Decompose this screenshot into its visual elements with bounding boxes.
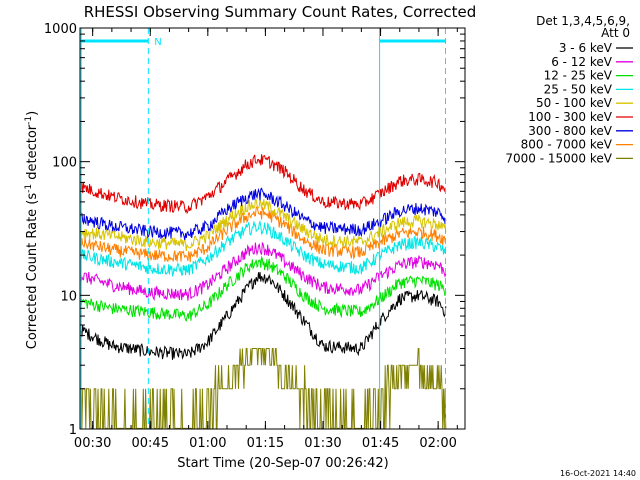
series-1 (80, 271, 447, 360)
y-tick-label-4: 1000 (44, 22, 77, 37)
series-line-2 (80, 241, 447, 302)
y-tick-label-2: 10 (60, 289, 77, 304)
series-8 (80, 205, 447, 263)
x-tick-label-7: 02:00 (419, 436, 456, 451)
plot-content: N (80, 28, 447, 429)
x-axis-label: Start Time (20-Sep-07 00:26:42) (177, 456, 388, 471)
legend-header-line2: Att 0 (601, 26, 630, 40)
x-tick-label-5: 01:30 (304, 436, 341, 451)
series-line-5 (80, 197, 447, 251)
x-tick-label-4: 01:15 (247, 436, 284, 451)
timestamp: 16-Oct-2021 14:40 (560, 469, 636, 478)
legend-label-5: 50 - 100 keV (536, 96, 613, 110)
x-tick-label-1: 00:30 (74, 436, 111, 451)
series-6 (80, 154, 447, 215)
legend-label-6: 100 - 300 keV (528, 110, 612, 124)
series-5 (80, 197, 447, 251)
y-axis-label-sup1: -1 (24, 184, 34, 193)
x-axis: 00:30 00:45 01:00 01:15 01:30 01:45 02:00 (74, 28, 458, 451)
series-9 (80, 348, 447, 429)
legend-header-line1: Det 1,3,4,5,6,9, (536, 14, 630, 28)
x-tick-label-2: 00:45 (132, 436, 169, 451)
y-axis: 1 10 100 1000 (44, 22, 465, 438)
series-line-8 (80, 205, 447, 263)
legend-label-7: 300 - 800 keV (528, 124, 612, 138)
y-tick-label-3: 100 (52, 156, 77, 171)
y-axis-label-mid: detector (25, 124, 40, 184)
series-line-9 (80, 348, 447, 429)
legend-label-4: 25 - 50 keV (544, 82, 613, 96)
legend-label-1: 3 - 6 keV (559, 41, 613, 55)
series-line-3 (80, 255, 447, 322)
y-axis-label-main: Corrected Count Rate (s (25, 193, 40, 350)
series-4 (80, 219, 447, 278)
x-tick-label-3: 01:00 (189, 436, 226, 451)
annotation-1: N (154, 37, 161, 48)
x-tick-label-6: 01:45 (362, 436, 399, 451)
series-line-7 (80, 187, 447, 241)
series-line-1 (80, 271, 447, 360)
legend-label-2: 6 - 12 keV (551, 55, 613, 69)
series-7 (80, 187, 447, 241)
plot-frame (79, 27, 466, 430)
series-line-4 (80, 219, 447, 278)
series-2 (80, 241, 447, 302)
y-axis-label-sup2: -1 (24, 116, 34, 125)
series-3 (80, 255, 447, 322)
y-tick-label-1: 1 (69, 423, 77, 438)
y-axis-label-end: ) (25, 111, 40, 116)
series-line-6 (80, 154, 447, 215)
chart-title: RHESSI Observing Summary Count Rates, Co… (84, 3, 477, 21)
y-axis-label: Corrected Count Rate (s-1 detector-1) (24, 111, 40, 349)
legend-label-8: 800 - 7000 keV (521, 138, 613, 152)
legend-label-9: 7000 - 15000 keV (505, 151, 612, 165)
legend-label-3: 12 - 25 keV (544, 69, 613, 83)
